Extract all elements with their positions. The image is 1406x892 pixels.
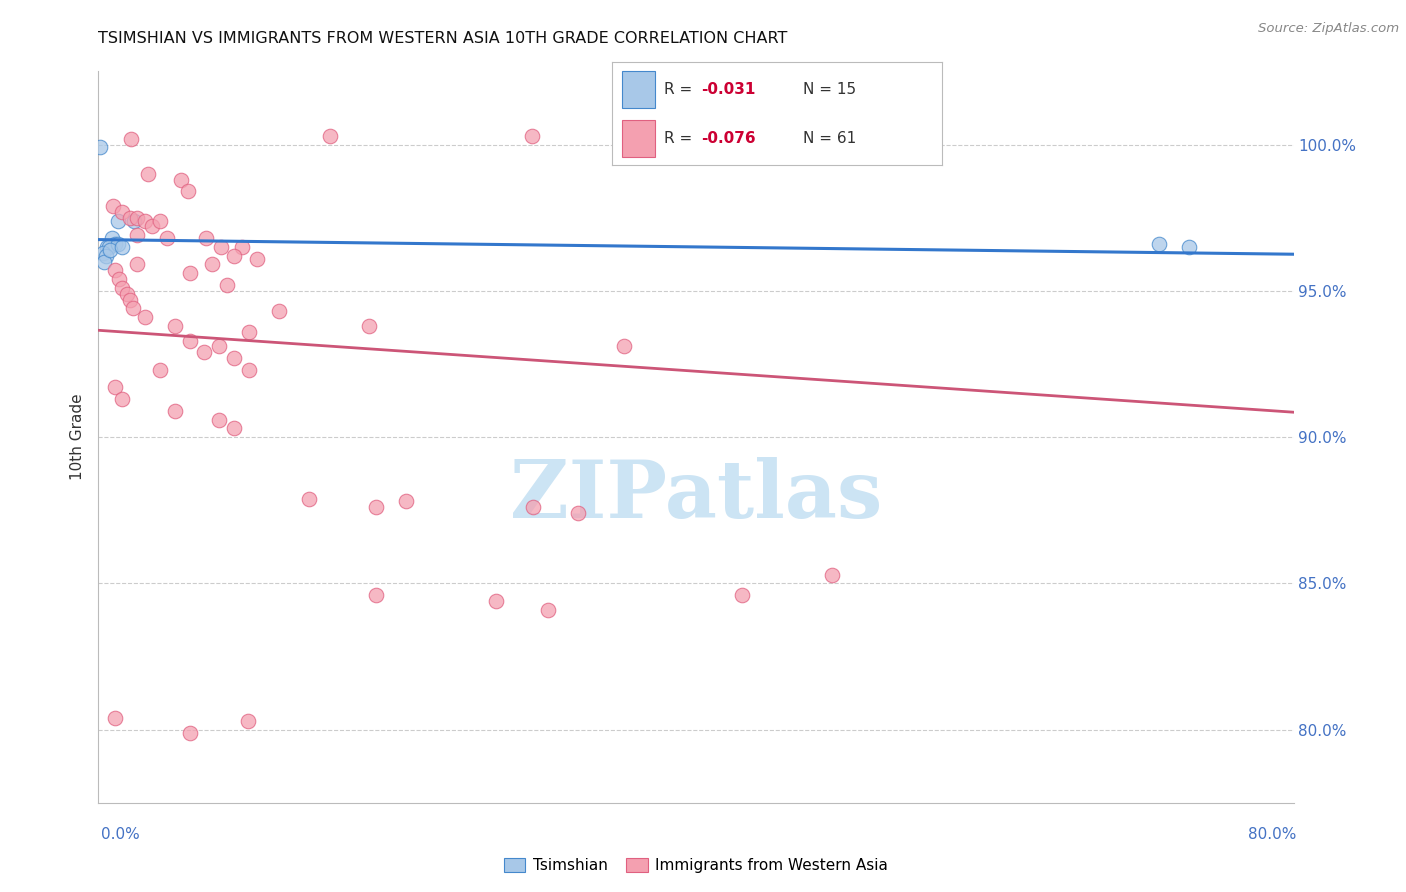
- Point: [101, 231, 124, 245]
- Point: [111, 281, 134, 295]
- Point: [121, 301, 143, 316]
- Point: [111, 240, 134, 254]
- Point: [100, 243, 122, 257]
- Text: -0.076: -0.076: [700, 131, 755, 146]
- Text: N = 15: N = 15: [803, 81, 856, 96]
- Point: [111, 392, 134, 406]
- FancyBboxPatch shape: [621, 120, 655, 157]
- Point: [111, 204, 134, 219]
- Point: [821, 567, 844, 582]
- Text: Source: ZipAtlas.com: Source: ZipAtlas.com: [1258, 22, 1399, 36]
- Point: [104, 263, 127, 277]
- Point: [224, 249, 246, 263]
- Point: [208, 339, 231, 353]
- Point: [298, 491, 321, 506]
- Text: R =: R =: [665, 81, 697, 96]
- Point: [115, 286, 138, 301]
- Point: [156, 231, 179, 245]
- Point: [97, 240, 120, 254]
- Point: [395, 494, 418, 508]
- Point: [124, 213, 146, 227]
- Point: [246, 252, 269, 266]
- Point: [179, 266, 201, 280]
- Point: [104, 711, 127, 725]
- Point: [1178, 240, 1201, 254]
- Y-axis label: 10th Grade: 10th Grade: [70, 393, 86, 481]
- Point: [118, 211, 141, 225]
- Text: R =: R =: [665, 131, 697, 146]
- Point: [613, 339, 636, 353]
- Point: [224, 421, 246, 435]
- Text: -0.031: -0.031: [700, 81, 755, 96]
- Text: ZIPatlas: ZIPatlas: [510, 457, 882, 534]
- Point: [91, 245, 114, 260]
- Text: N = 61: N = 61: [803, 131, 856, 146]
- Point: [179, 725, 201, 739]
- Point: [163, 403, 186, 417]
- Point: [224, 351, 246, 365]
- Point: [94, 249, 117, 263]
- Text: TSIMSHIAN VS IMMIGRANTS FROM WESTERN ASIA 10TH GRADE CORRELATION CHART: TSIMSHIAN VS IMMIGRANTS FROM WESTERN ASI…: [98, 31, 787, 46]
- Point: [208, 412, 231, 426]
- Point: [179, 334, 201, 348]
- Point: [104, 380, 127, 394]
- Point: [163, 318, 186, 333]
- Point: [149, 363, 172, 377]
- Point: [366, 588, 388, 602]
- Point: [319, 128, 342, 143]
- Point: [104, 237, 127, 252]
- Point: [107, 213, 129, 227]
- Point: [366, 500, 388, 515]
- Point: [103, 199, 125, 213]
- Point: [537, 603, 560, 617]
- Point: [215, 277, 238, 292]
- Point: [93, 254, 115, 268]
- Point: [149, 213, 172, 227]
- Point: [520, 128, 543, 143]
- Text: 80.0%: 80.0%: [1249, 827, 1296, 841]
- Text: 0.0%: 0.0%: [101, 827, 141, 841]
- Point: [238, 325, 260, 339]
- Point: [236, 714, 259, 728]
- Point: [127, 228, 149, 243]
- Point: [108, 272, 131, 286]
- Point: [201, 257, 224, 271]
- Point: [177, 184, 200, 198]
- Point: [1147, 237, 1170, 252]
- Point: [96, 240, 118, 254]
- Point: [195, 231, 218, 245]
- Point: [485, 594, 508, 608]
- Point: [120, 131, 142, 145]
- Point: [136, 167, 159, 181]
- Point: [118, 293, 141, 307]
- Point: [169, 172, 191, 186]
- Point: [89, 140, 111, 154]
- Point: [193, 345, 215, 359]
- Point: [134, 310, 156, 325]
- Point: [522, 500, 544, 515]
- Point: [357, 318, 380, 333]
- Point: [231, 240, 253, 254]
- Legend: Tsimshian, Immigrants from Western Asia: Tsimshian, Immigrants from Western Asia: [498, 852, 894, 880]
- Point: [134, 213, 156, 227]
- Point: [731, 588, 754, 602]
- Point: [127, 211, 149, 225]
- Point: [238, 363, 260, 377]
- Point: [209, 240, 232, 254]
- Point: [269, 304, 291, 318]
- Point: [141, 219, 163, 234]
- Point: [107, 237, 129, 252]
- FancyBboxPatch shape: [621, 70, 655, 108]
- Point: [127, 257, 149, 271]
- Point: [567, 506, 589, 520]
